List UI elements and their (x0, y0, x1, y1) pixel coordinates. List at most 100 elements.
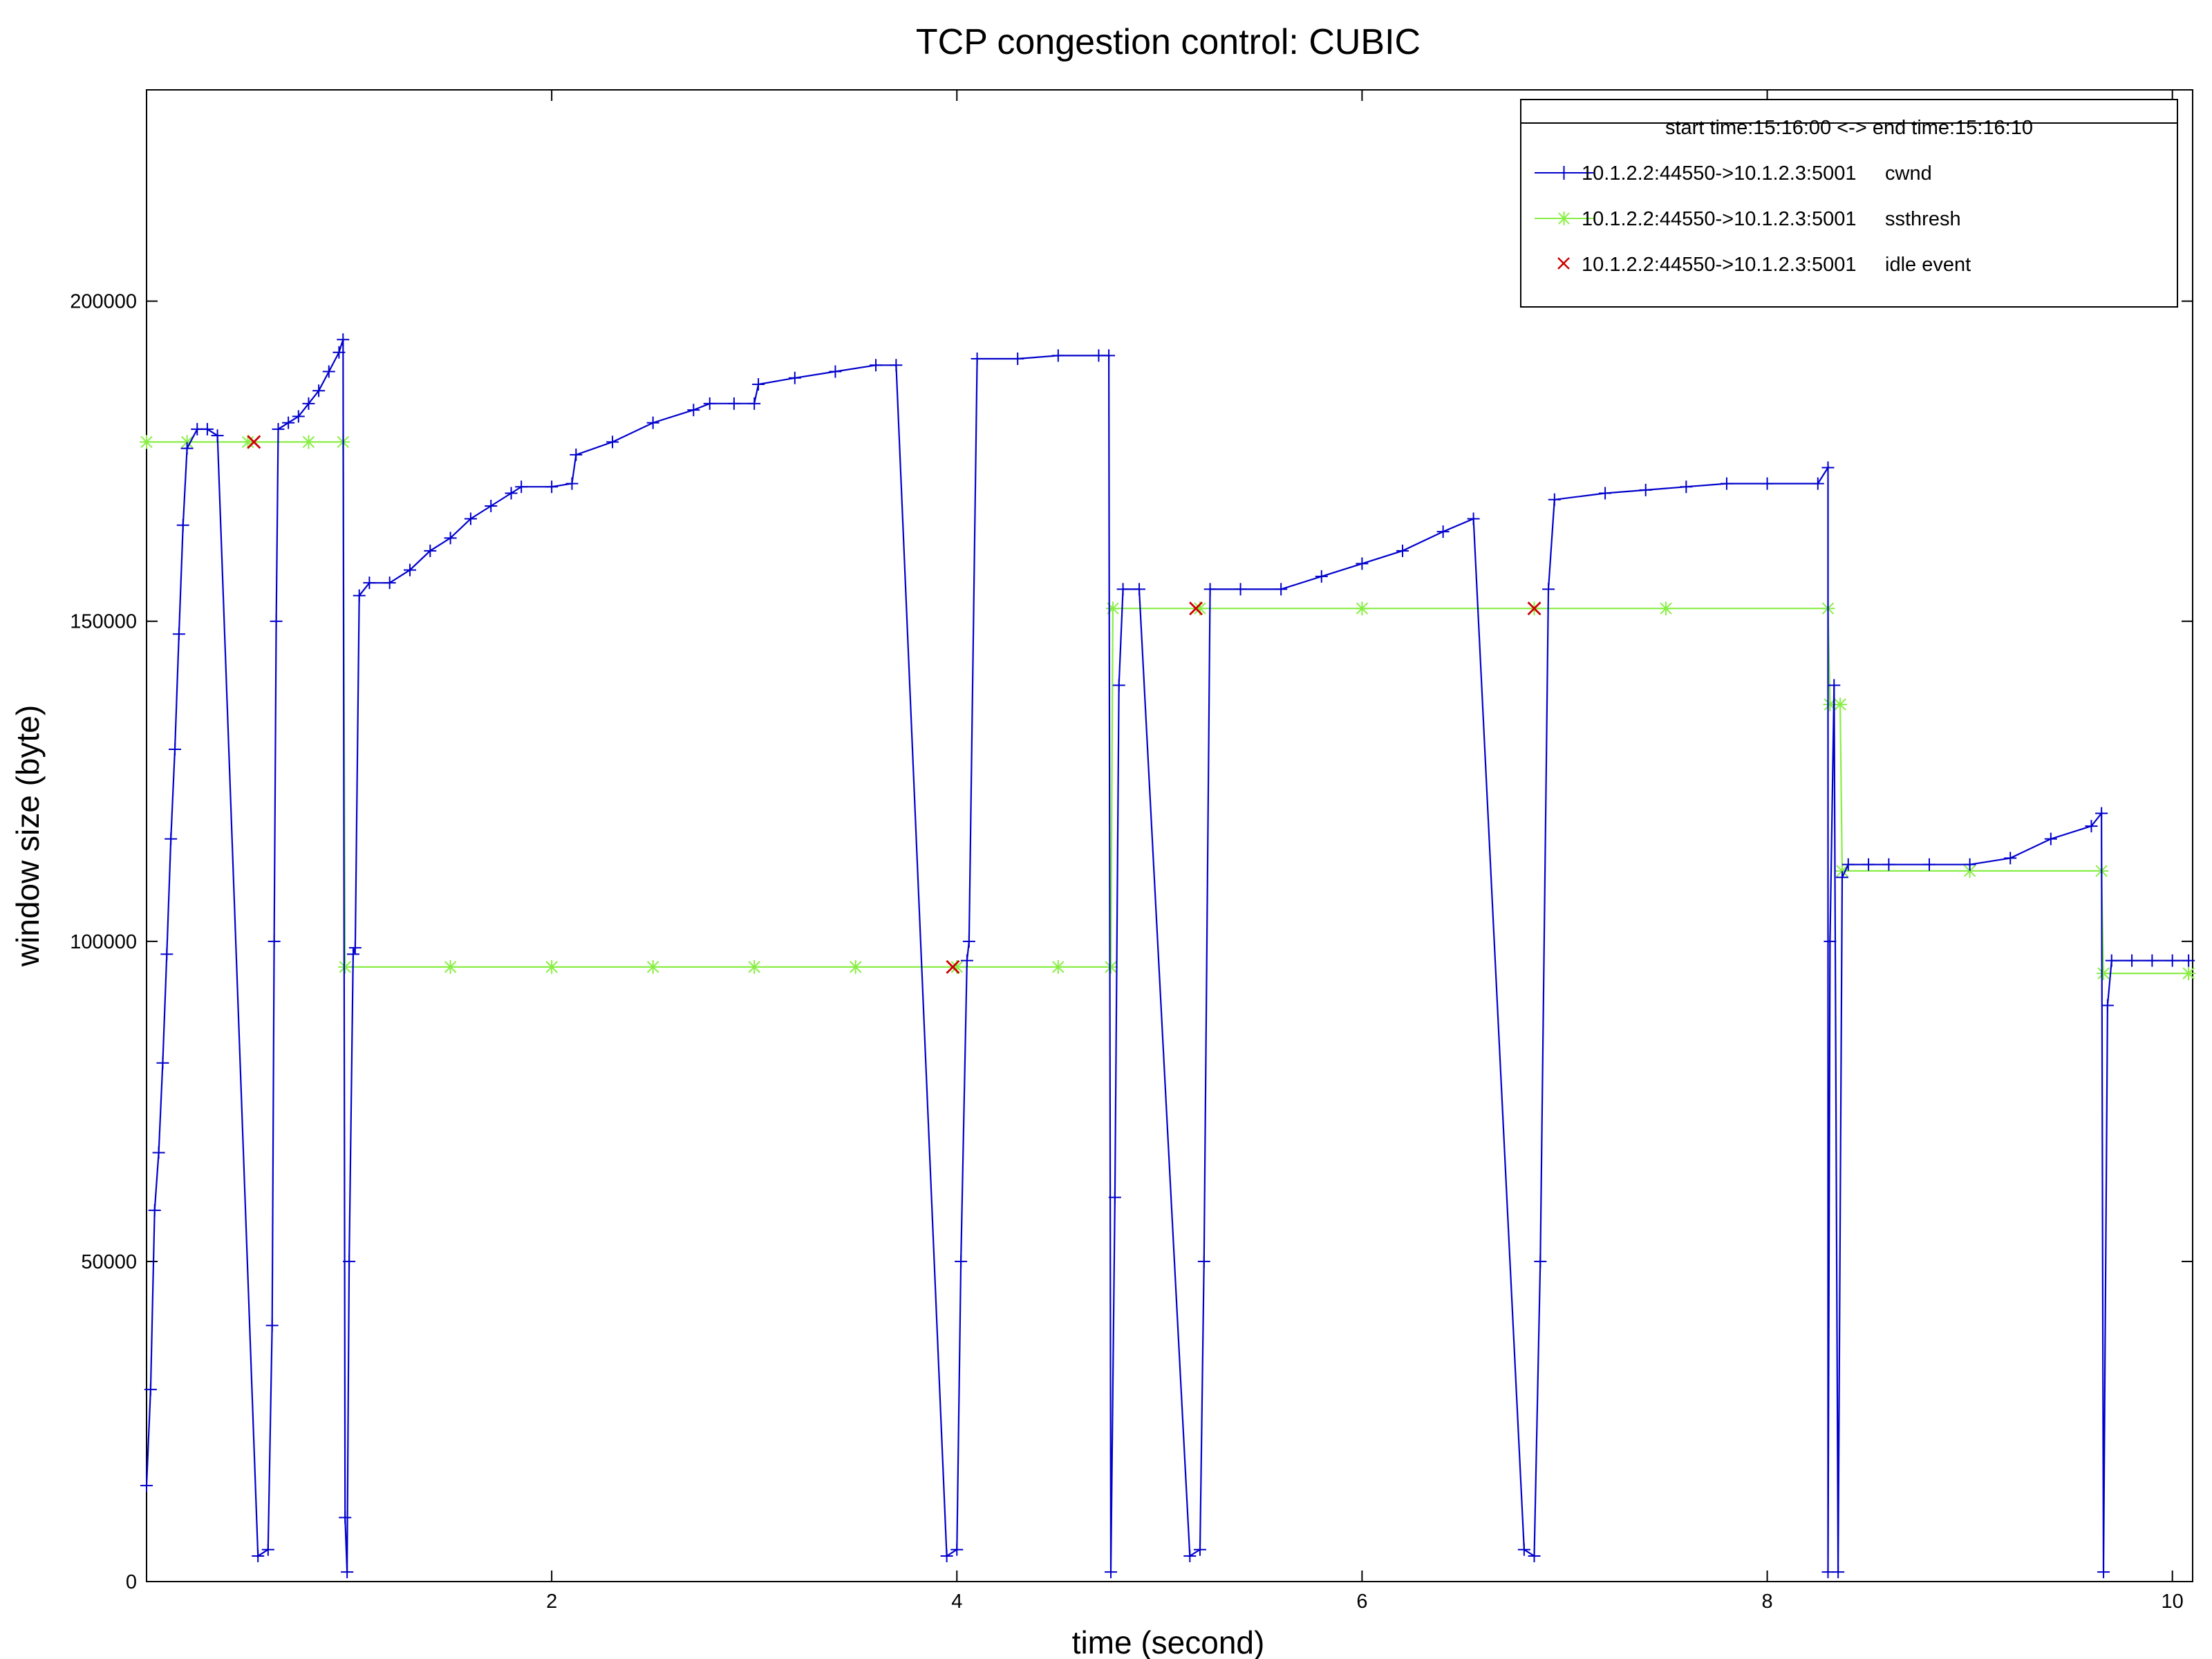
data-point-cwnd (703, 397, 716, 410)
y-tick-label: 100000 (70, 931, 137, 953)
x-tick-label: 8 (1761, 1591, 1772, 1613)
y-tick-label: 200000 (70, 291, 137, 313)
data-point-cwnd (1528, 1549, 1541, 1562)
legend-entry-cwnd: 10.1.2.2:44550->10.1.2.3:5001 cwnd (1535, 162, 1932, 185)
data-point-ssthresh (950, 959, 964, 974)
data-point-ssthresh (1659, 601, 1674, 616)
data-point-cwnd (424, 544, 437, 557)
y-tick-label: 150000 (70, 611, 137, 633)
data-point-cwnd (261, 1543, 274, 1556)
data-point-ssthresh (1833, 697, 1848, 712)
x-tick-label: 6 (1356, 1591, 1367, 1613)
data-point-cwnd (1761, 477, 1774, 490)
data-point-cwnd (606, 435, 619, 449)
data-point-cwnd (172, 628, 185, 641)
data-point-cwnd (545, 480, 559, 494)
data-point-ssthresh (1105, 601, 1120, 616)
data-point-ssthresh (646, 959, 660, 974)
data-point-cwnd (1116, 583, 1130, 596)
data-point-cwnd (302, 397, 315, 410)
data-point-cwnd (1112, 679, 1125, 692)
data-point-idle-event (1527, 601, 1541, 616)
data-point-ssthresh (301, 435, 316, 449)
data-point-ssthresh (180, 435, 194, 449)
legend-marker-ssthresh (1557, 212, 1571, 225)
data-point-cwnd (515, 480, 528, 494)
data-point-cwnd (383, 577, 396, 590)
data-point-ssthresh (747, 959, 762, 974)
legend-flow-ssthresh: 10.1.2.2:44550->10.1.2.3:5001 (1582, 208, 1857, 230)
data-point-ssthresh (140, 435, 153, 449)
data-point-cwnd (1011, 352, 1024, 365)
data-point-cwnd (1680, 480, 1693, 494)
data-point-cwnd (565, 477, 579, 490)
data-point-ssthresh (1104, 959, 1118, 974)
data-point-cwnd (1534, 1255, 1547, 1268)
data-point-cwnd (955, 1255, 968, 1268)
data-point-cwnd (363, 577, 376, 590)
data-point-cwnd (1183, 1549, 1197, 1562)
legend-header: start time:15:16:00 <-> end time:15:16:1… (1665, 117, 2033, 139)
data-point-cwnd (332, 346, 346, 359)
data-point-cwnd (748, 397, 761, 410)
data-point-cwnd (1436, 525, 1450, 538)
legend-box (1520, 99, 2178, 308)
data-point-cwnd (322, 365, 335, 378)
data-point-ssthresh (241, 435, 255, 449)
series-cwnd (140, 333, 2195, 1579)
data-point-cwnd (890, 359, 903, 372)
data-point-cwnd (1963, 858, 1976, 871)
data-point-cwnd (403, 563, 416, 577)
legend-marker-idle-event (1557, 257, 1570, 270)
data-point-cwnd (200, 422, 214, 435)
data-point-cwnd (140, 1479, 153, 1492)
data-point-cwnd (962, 935, 975, 948)
data-point-cwnd (211, 429, 224, 442)
data-point-ssthresh (1823, 697, 1837, 712)
data-point-cwnd (1599, 487, 1612, 500)
series-layer (140, 333, 2196, 1579)
data-point-cwnd (176, 518, 189, 532)
data-point-cwnd (1882, 858, 1895, 871)
legend-label-ssthresh: ssthresh (1885, 208, 1961, 230)
data-point-cwnd (2126, 954, 2139, 967)
data-point-cwnd (2166, 954, 2179, 967)
y-tick-label: 50000 (81, 1251, 137, 1273)
legend-label-cwnd: cwnd (1885, 162, 1932, 185)
data-point-cwnd (148, 1203, 161, 1217)
data-point-cwnd (788, 371, 801, 384)
data-point-cwnd (1824, 935, 1837, 948)
data-point-ssthresh (545, 959, 559, 974)
data-point-cwnd (727, 397, 740, 410)
axis-ticks: 2 4 6 8 10 0 50000 100000 150000 200000 (70, 90, 2193, 1613)
y-axis-label: window size (byte) (10, 705, 46, 967)
data-point-ssthresh (1051, 959, 1065, 974)
data-point-cwnd (1051, 349, 1065, 362)
data-point-cwnd (1133, 583, 1146, 596)
data-point-cwnd (444, 532, 457, 545)
data-point-cwnd (1108, 1191, 1121, 1204)
legend-entry-ssthresh: 10.1.2.2:44550->10.1.2.3:5001 ssthresh (1535, 208, 1961, 230)
data-point-cwnd (152, 1146, 165, 1159)
data-point-cwnd (165, 832, 178, 845)
data-point-cwnd (687, 404, 700, 417)
data-point-cwnd (282, 416, 295, 429)
data-point-ssthresh (443, 959, 458, 974)
data-point-ssthresh (848, 959, 863, 974)
data-point-ssthresh (1192, 601, 1207, 616)
data-point-cwnd (464, 512, 477, 525)
x-axis-label: time (second) (1072, 1624, 1265, 1659)
data-point-cwnd (1821, 461, 1835, 474)
series-idle-event (247, 435, 1541, 974)
data-point-idle-event (1189, 601, 1203, 616)
data-point-cwnd (2146, 954, 2159, 967)
data-point-ssthresh (1355, 601, 1369, 616)
data-point-idle-event (946, 959, 960, 974)
data-point-cwnd (144, 1383, 157, 1396)
data-point-ssthresh (338, 959, 353, 974)
data-point-cwnd (346, 948, 359, 961)
data-point-cwnd (1862, 858, 1875, 871)
data-point-cwnd (272, 422, 285, 435)
data-point-cwnd (940, 1549, 953, 1562)
data-point-cwnd (752, 378, 765, 391)
